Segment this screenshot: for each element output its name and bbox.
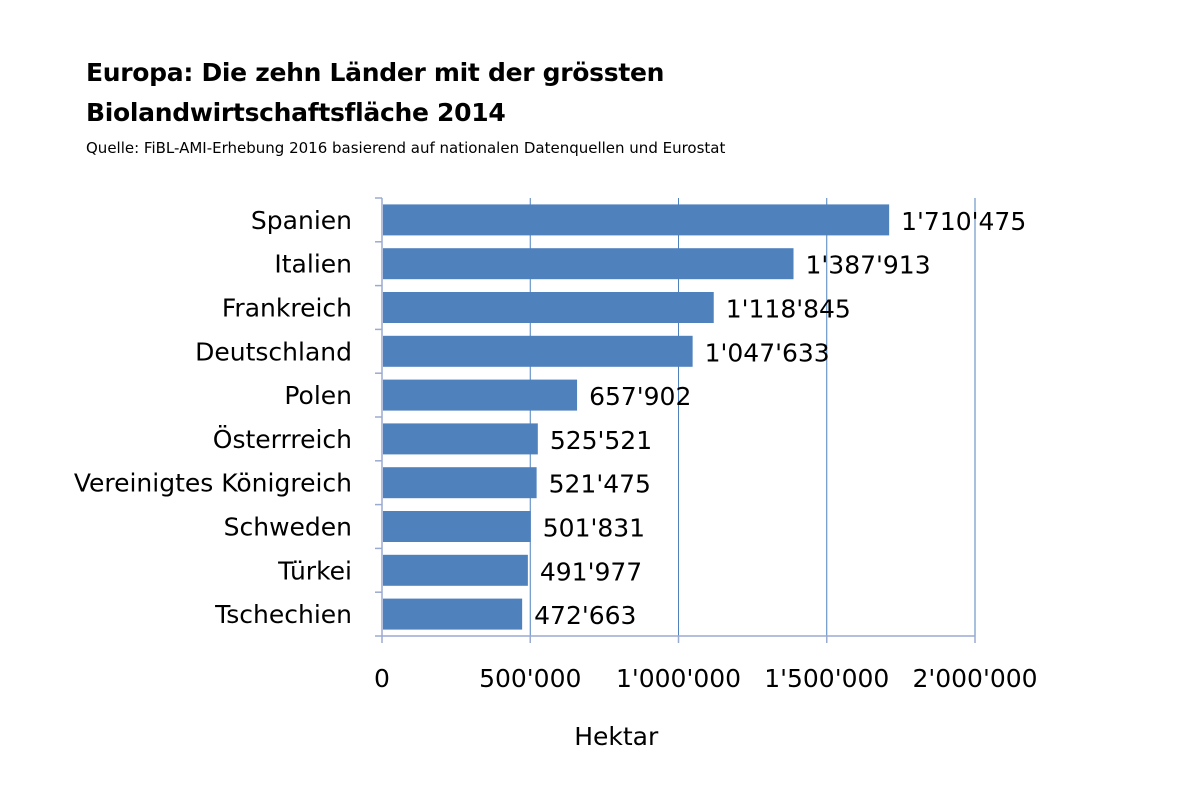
bar-9 [383, 598, 523, 630]
category-labels: Spanien Italien Frankreich Deutschland Polen… [74, 206, 352, 629]
value-label: 521'475 [549, 470, 651, 499]
bar-1 [383, 248, 794, 280]
value-label: 657'902 [589, 382, 691, 411]
value-labels: 1'710'475 1'387'913 1'118'845 1'047'633 657'… [534, 207, 1026, 630]
category-label: Österrreich [213, 425, 352, 454]
category-label: Deutschland [195, 337, 352, 366]
tick-label: 1'000'000 [616, 664, 741, 693]
bars [383, 204, 890, 630]
bar-8 [383, 554, 528, 586]
category-label: Frankreich [222, 294, 352, 323]
chart-title-line-1: Europa: Die zehn Länder mit der grössten [86, 58, 665, 87]
chart-title-line-2: Biolandwirtschaftsfläche 2014 [86, 98, 506, 127]
value-label: 501'831 [543, 514, 645, 543]
bar-0 [383, 204, 890, 236]
tick-label: 0 [374, 664, 390, 693]
tick-label: 1'500'000 [764, 664, 889, 693]
axes [375, 197, 976, 643]
value-label: 1'387'913 [806, 251, 931, 280]
tick-label: 2'000'000 [912, 664, 1037, 693]
bar-4 [383, 379, 578, 411]
value-label: 1'710'475 [901, 207, 1026, 236]
chart-title: Europa: Die zehn Länder mit der grössten… [86, 53, 664, 133]
category-label: Italien [274, 250, 352, 279]
bar-3 [383, 335, 693, 367]
bar-2 [383, 292, 714, 323]
category-label: Tschechien [214, 600, 352, 629]
value-label: 472'663 [534, 601, 636, 630]
category-label: Spanien [251, 206, 352, 235]
category-label: Polen [284, 381, 352, 410]
category-label: Türkei [277, 556, 352, 585]
bar-5 [383, 423, 538, 455]
x-axis-title: Hektar [574, 722, 659, 751]
chart-subtitle: Quelle: FiBL-AMI-Erhebung 2016 basierend… [86, 139, 726, 157]
value-label: 1'047'633 [705, 338, 830, 367]
category-label: Vereinigtes Königreich [74, 469, 352, 498]
value-label: 525'521 [550, 426, 652, 455]
tick-labels: 0 500'000 1'000'000 1'500'000 2'000'000 [374, 664, 1038, 693]
bar-6 [383, 467, 537, 499]
tick-label: 500'000 [479, 664, 581, 693]
value-label: 1'118'845 [726, 295, 851, 324]
value-label: 491'977 [540, 557, 642, 586]
category-label: Schweden [224, 513, 352, 542]
bar-7 [383, 511, 531, 542]
